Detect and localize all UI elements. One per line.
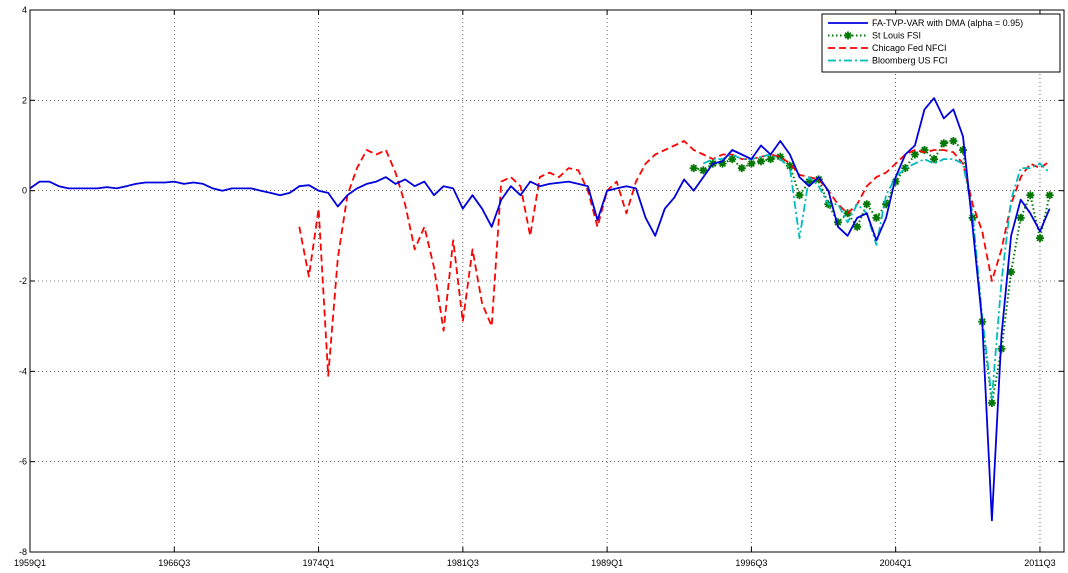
- data-point: [939, 139, 948, 148]
- data-point: [689, 164, 698, 173]
- y-tick-label: 0: [22, 186, 27, 196]
- series-group: [702, 153, 1051, 400]
- data-point: [1026, 191, 1035, 200]
- data-point: [853, 222, 862, 231]
- axis-ticks: -8 -6 -4 -2 0 2 4 1959Q1 1966Q3 1974Q1 1981Q3 1989Q…: [14, 5, 1064, 568]
- data-point: [910, 150, 919, 159]
- series-line: [702, 153, 1051, 400]
- series-line: [29, 97, 1051, 522]
- data-point: [766, 155, 775, 164]
- y-tick-label: -8: [19, 547, 27, 557]
- data-point: [901, 164, 910, 173]
- data-point: [987, 399, 996, 407]
- y-tick-label: -6: [19, 457, 27, 467]
- legend-label: Chicago Fed NFCI: [872, 43, 947, 53]
- x-tick-label: 1966Q3: [158, 558, 190, 568]
- legend-label: Bloomberg US FCI: [872, 56, 948, 66]
- x-tick-label: 1959Q1: [14, 558, 46, 568]
- data-point: [805, 177, 814, 186]
- data-point: [699, 166, 708, 175]
- data-point: [737, 164, 746, 173]
- x-tick-label: 2011Q3: [1024, 558, 1055, 568]
- data-point: [718, 159, 727, 168]
- data-point: [785, 161, 794, 170]
- data-point: [862, 200, 871, 209]
- legend: FA-TVP-VAR with DMA (alpha = 0.95) St Lou…: [821, 13, 1061, 73]
- x-tick-label: 1974Q1: [303, 558, 335, 568]
- data-point: [891, 177, 900, 186]
- y-tick-label: -2: [19, 276, 27, 286]
- legend-label: FA-TVP-VAR with DMA (alpha = 0.95): [872, 18, 1023, 28]
- series-line: [298, 140, 1051, 377]
- series-lines: [29, 97, 1054, 522]
- data-point: [1045, 191, 1054, 200]
- x-tick-label: 1989Q1: [591, 558, 623, 568]
- legend-marker-sample: [844, 31, 852, 40]
- series-line: [693, 140, 1051, 404]
- data-point: [834, 218, 842, 227]
- series-group: [29, 97, 1051, 522]
- data-point: [959, 146, 967, 154]
- data-point: [949, 137, 958, 145]
- x-tick-label: 1996Q3: [735, 558, 767, 568]
- grid: [30, 10, 1064, 552]
- series-group: [298, 140, 1051, 377]
- data-point: [1016, 213, 1025, 222]
- data-point: [747, 159, 756, 168]
- data-point: [757, 157, 765, 166]
- y-tick-label: 2: [22, 95, 27, 105]
- data-point: [968, 213, 977, 222]
- data-point: [1036, 234, 1044, 243]
- data-point: [872, 213, 881, 222]
- data-point: [882, 200, 891, 209]
- data-point: [920, 146, 929, 154]
- data-point: [1007, 268, 1016, 276]
- x-tick-label: 2004Q1: [880, 558, 912, 568]
- data-point: [930, 155, 939, 164]
- data-point: [776, 152, 785, 161]
- y-tick-label: 4: [22, 5, 27, 15]
- data-point: [728, 155, 737, 164]
- data-point: [814, 175, 823, 184]
- data-point: [795, 191, 804, 200]
- y-tick-label: -4: [19, 366, 27, 376]
- legend-label: St Louis FSI: [872, 31, 921, 41]
- x-tick-label: 1981Q3: [447, 558, 479, 568]
